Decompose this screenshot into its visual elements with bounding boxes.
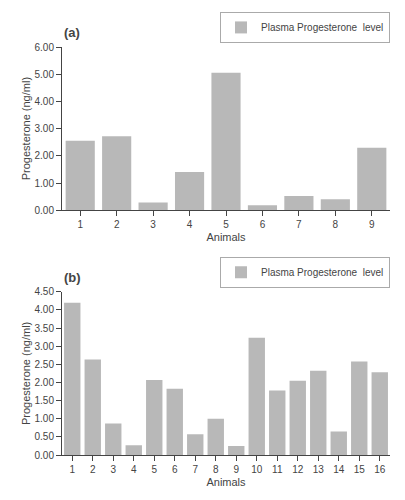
svg-text:4: 4 [187,219,193,230]
svg-text:Animals: Animals [206,476,246,488]
svg-text:1.50: 1.50 [35,395,55,406]
svg-text:5.00: 5.00 [35,69,55,80]
svg-text:0.00: 0.00 [35,450,55,461]
svg-text:2.00: 2.00 [35,150,55,161]
svg-text:Plasma Progesterone level: Plasma Progesterone level [261,267,383,278]
svg-text:1.00: 1.00 [35,413,55,424]
svg-text:1.00: 1.00 [35,178,55,189]
svg-text:0.00: 0.00 [35,205,55,216]
svg-text:16: 16 [374,464,386,475]
svg-text:4.00: 4.00 [35,96,55,107]
svg-text:8: 8 [213,464,219,475]
svg-text:2.50: 2.50 [35,359,55,370]
svg-text:(b): (b) [64,270,81,285]
svg-text:9: 9 [233,464,239,475]
svg-text:2.00: 2.00 [35,377,55,388]
svg-text:Animals: Animals [206,231,246,243]
svg-text:6: 6 [172,464,178,475]
svg-text:13: 13 [313,464,325,475]
svg-text:Progesterone (ng/ml): Progesterone (ng/ml) [20,322,32,425]
svg-text:2: 2 [114,219,120,230]
svg-text:7: 7 [192,464,198,475]
svg-text:1: 1 [77,219,83,230]
svg-text:11: 11 [272,464,283,475]
svg-text:3.00: 3.00 [35,123,55,134]
svg-text:7: 7 [296,219,302,230]
svg-text:14: 14 [333,464,345,475]
svg-text:6.00: 6.00 [35,42,55,53]
svg-text:4.50: 4.50 [35,286,55,297]
svg-text:9: 9 [369,219,375,230]
svg-text:1: 1 [69,464,75,475]
svg-text:10: 10 [251,464,263,475]
svg-text:4.00: 4.00 [35,304,55,315]
svg-text:4: 4 [131,464,137,475]
svg-text:3.50: 3.50 [35,323,55,334]
svg-text:3.00: 3.00 [35,341,55,352]
svg-text:3: 3 [110,464,116,475]
svg-text:5: 5 [223,219,229,230]
svg-text:(a): (a) [64,25,80,40]
svg-text:0.50: 0.50 [35,431,55,442]
svg-text:12: 12 [292,464,304,475]
svg-text:5: 5 [151,464,157,475]
svg-text:Plasma Progesterone level: Plasma Progesterone level [261,22,383,33]
svg-text:6: 6 [260,219,266,230]
svg-text:3: 3 [150,219,156,230]
svg-text:2: 2 [90,464,96,475]
svg-text:Progesterone (ng/ml): Progesterone (ng/ml) [20,77,32,180]
svg-text:15: 15 [354,464,366,475]
svg-text:8: 8 [333,219,339,230]
